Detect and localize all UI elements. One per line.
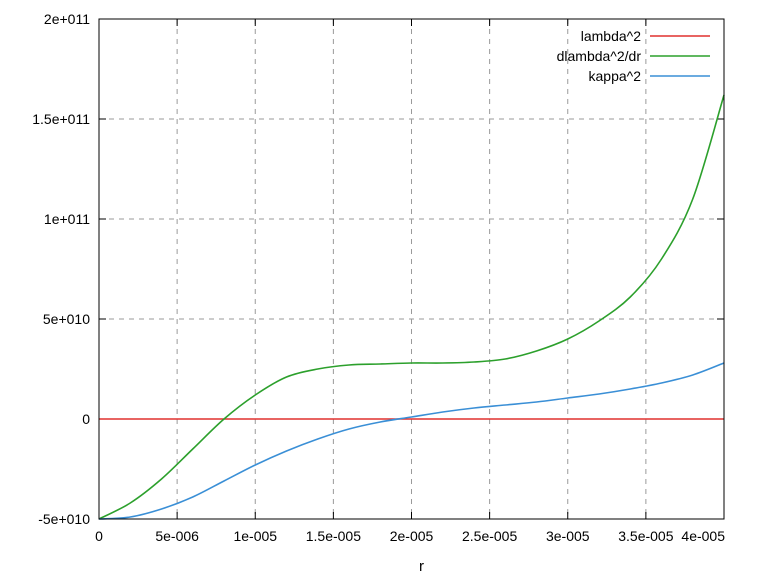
legend-label-lambda-2: lambda^2 [581, 28, 641, 44]
series-line-dlambda-2-dr [98, 94, 725, 520]
legend: lambda^2 dlambda^2/dr kappa^2 [557, 28, 710, 84]
grid-lines [99, 19, 724, 519]
series-layer [98, 94, 725, 520]
x-tick-label: 1e-005 [233, 528, 277, 544]
x-axis-label: r [419, 558, 424, 575]
series-line-kappa-2 [98, 362, 725, 520]
x-tick-label: 3e-005 [546, 528, 590, 544]
y-tick-label: 0 [82, 411, 90, 427]
x-tick-label: 5e-006 [155, 528, 199, 544]
y-tick-label: 1e+011 [44, 211, 90, 227]
y-tick-label: -5e+010 [38, 511, 90, 527]
x-tick-label: 3.5e-005 [618, 528, 673, 544]
y-axis-ticks: -5e+010 0 5e+010 1e+011 1.5e+011 2e+011 [32, 11, 724, 527]
legend-label-dlambda-2-dr: dlambda^2/dr [557, 48, 642, 64]
y-tick-label: 2e+011 [44, 11, 90, 27]
y-tick-label: 5e+010 [43, 311, 90, 327]
x-axis-ticks: 0 5e-006 1e-005 1.5e-005 2e-005 2.5e-005 3e-00… [95, 19, 725, 544]
legend-label-kappa-2: kappa^2 [589, 68, 642, 84]
x-tick-label: 1.5e-005 [306, 528, 361, 544]
plot-frame [98, 18, 725, 520]
x-tick-label: 0 [95, 528, 103, 544]
x-tick-label: 2e-005 [390, 528, 434, 544]
x-tick-label: 2.5e-005 [462, 528, 517, 544]
x-tick-label: 4e-005 [681, 528, 725, 544]
y-tick-label: 1.5e+011 [32, 111, 90, 127]
